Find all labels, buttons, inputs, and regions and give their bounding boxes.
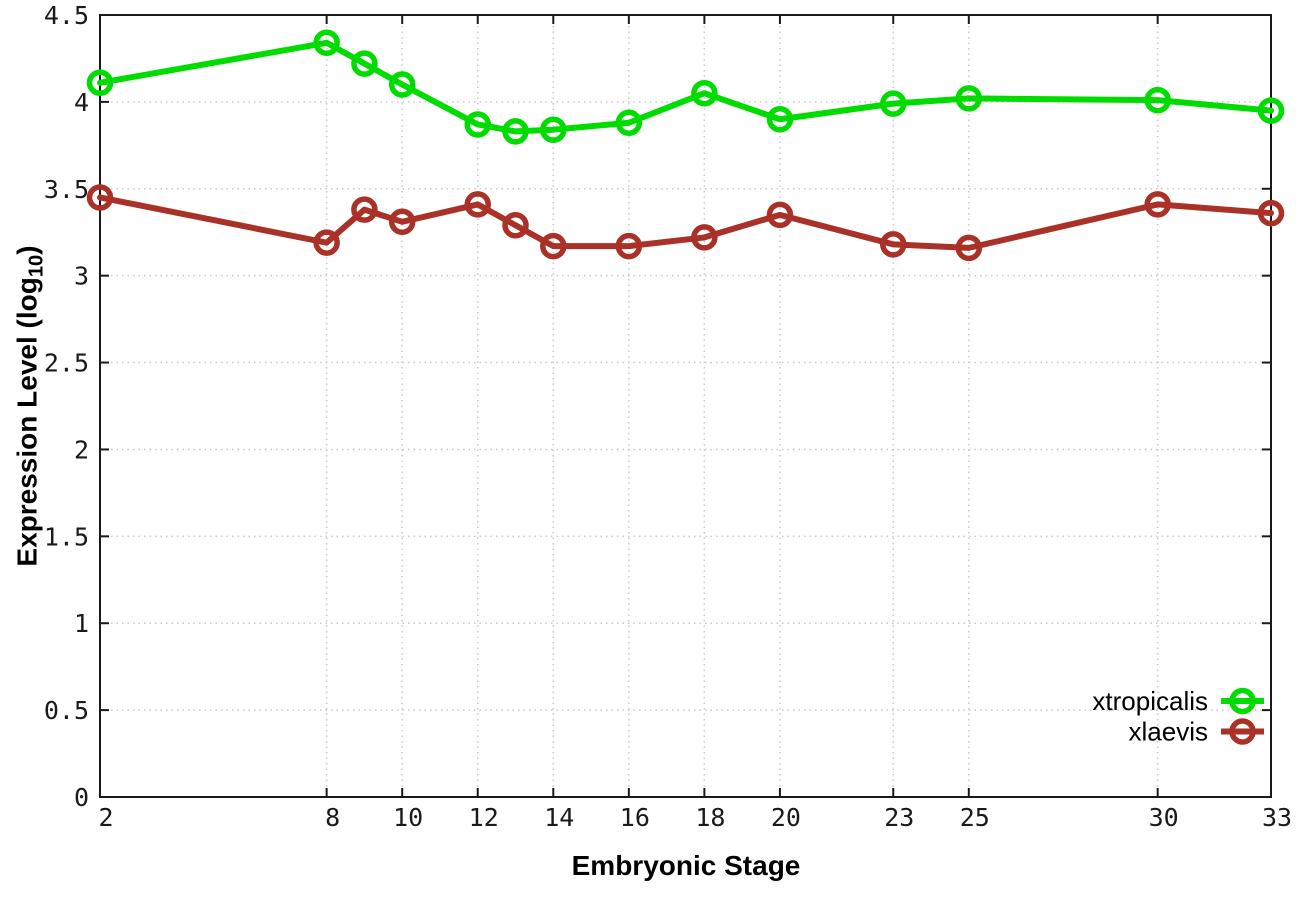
y-tick-label: 4.5: [44, 1, 89, 30]
y-axis-title-suffix: ): [11, 245, 43, 255]
series-line-xlaevis: [97, 194, 1274, 251]
x-tick-label: 14: [544, 803, 574, 832]
data-point-marker-xtropicalis: [691, 79, 718, 107]
data-point-marker-xtropicalis: [464, 111, 491, 138]
data-point-marker-xtropicalis: [955, 85, 983, 112]
data-point-marker-xtropicalis: [880, 90, 907, 117]
data-point-marker-xlaevis: [1257, 199, 1285, 227]
data-point-marker-xtropicalis: [86, 69, 114, 97]
data-point-marker-xlaevis: [615, 232, 643, 260]
legend-label-xlaevis: xlaevis: [1129, 717, 1208, 747]
data-point-marker-xtropicalis: [540, 116, 567, 143]
y-tick-label: 3: [74, 262, 89, 291]
x-tick-label: 12: [469, 803, 499, 832]
data-point-marker-xtropicalis: [615, 109, 643, 136]
legend-marker-xlaevis: [1229, 718, 1256, 745]
data-point-marker-xlaevis: [955, 234, 983, 262]
data-point-marker-xlaevis: [540, 232, 567, 260]
y-tick-label: 1.5: [44, 522, 89, 551]
x-tick-label: 23: [884, 803, 914, 832]
x-tick-label: 20: [771, 803, 801, 832]
y-axis-title-subscript: 10: [25, 254, 48, 278]
data-point-marker-xtropicalis: [766, 106, 794, 133]
y-axis-title: Expression Level (log10): [12, 245, 49, 566]
data-point-marker-xtropicalis: [351, 50, 378, 77]
y-tick-label: 2.5: [44, 349, 89, 378]
x-tick-label: 30: [1149, 803, 1179, 832]
x-tick-label: 33: [1262, 803, 1292, 832]
data-point-marker-xtropicalis: [388, 71, 416, 98]
x-axis-title: Embryonic Stage: [572, 850, 801, 882]
legend-marker-xtropicalis: [1229, 687, 1256, 715]
data-point-marker-xlaevis: [86, 184, 114, 211]
data-point-marker-xlaevis: [464, 191, 491, 218]
x-tick-label: 10: [393, 803, 423, 832]
series-line-xtropicalis: [97, 39, 1274, 135]
plot-border: [99, 14, 1272, 798]
x-tick-label: 2: [98, 803, 113, 832]
y-tick-label: 2: [74, 435, 89, 464]
data-point-marker-xlaevis: [351, 196, 378, 223]
data-point-marker-xtropicalis: [1144, 86, 1171, 114]
legend-label-xtropicalis: xtropicalis: [1092, 686, 1208, 716]
data-point-marker-xlaevis: [1144, 191, 1171, 218]
y-tick-label: 0: [74, 783, 89, 812]
data-point-marker-xlaevis: [388, 208, 416, 236]
data-point-marker-xlaevis: [313, 229, 340, 256]
y-tick-label: 1: [74, 609, 89, 638]
y-tick-label: 4: [74, 88, 89, 117]
y-tick-label: 0.5: [44, 696, 89, 725]
x-axis-title-text: Embryonic Stage: [571, 850, 801, 881]
y-tick-label: 3.5: [44, 175, 89, 204]
data-point-marker-xtropicalis: [502, 118, 529, 145]
x-tick-label: 25: [960, 803, 990, 832]
x-tick-label: 18: [695, 803, 725, 832]
data-point-marker-xlaevis: [502, 212, 529, 239]
data-point-marker-xtropicalis: [313, 29, 340, 57]
data-point-marker-xlaevis: [880, 231, 907, 258]
y-axis-title-prefix: Expression Level (log: [11, 277, 43, 567]
x-tick-label: 16: [620, 803, 650, 832]
x-tick-label: 8: [325, 803, 340, 832]
data-point-marker-xlaevis: [766, 201, 794, 229]
data-point-marker-xtropicalis: [1257, 97, 1285, 124]
data-point-marker-xlaevis: [691, 224, 718, 251]
